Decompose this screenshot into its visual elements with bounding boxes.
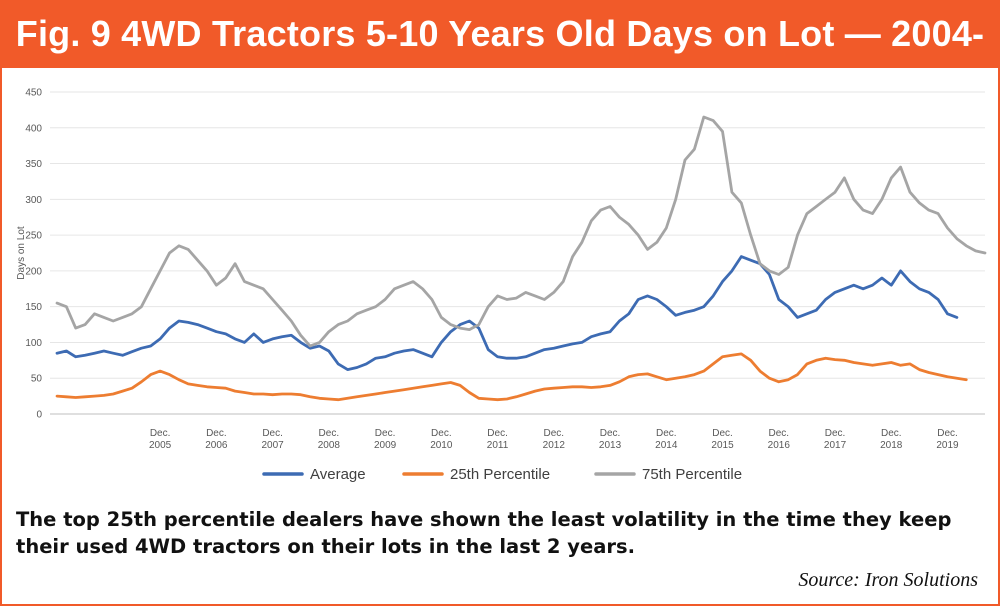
y-tick-label: 250 <box>25 231 42 242</box>
series-line-average <box>55 255 959 372</box>
x-tick-label-year: 2015 <box>711 440 734 451</box>
x-tick-label-month: Dec. <box>206 428 227 439</box>
x-tick-label-month: Dec. <box>319 428 340 439</box>
x-tick-label-month: Dec. <box>825 428 846 439</box>
source-credit: Source: Iron Solutions <box>798 569 978 591</box>
y-tick-label: 350 <box>25 159 42 170</box>
x-tick-label-year: 2017 <box>824 440 847 451</box>
figure-header: Fig. 9 4WD Tractors 5-10 Years Old Days … <box>0 0 1000 122</box>
x-tick-label-year: 2018 <box>880 440 903 451</box>
x-tick-label-year: 2005 <box>149 440 172 451</box>
y-tick-label: 100 <box>25 338 42 349</box>
x-tick-label-year: 2010 <box>430 440 453 451</box>
y-tick-label: 0 <box>36 410 42 421</box>
series-line-25th-percentile <box>55 352 968 402</box>
x-tick-label-month: Dec. <box>544 428 565 439</box>
legend-label: Average <box>310 466 366 483</box>
x-tick-label-year: 2014 <box>655 440 678 451</box>
x-tick-label-year: 2012 <box>543 440 566 451</box>
x-tick-label-month: Dec. <box>375 428 396 439</box>
x-tick-label-month: Dec. <box>768 428 789 439</box>
figure-title: Fig. 9 4WD Tractors 5-10 Years Old Days … <box>15 13 985 122</box>
x-tick-label-month: Dec. <box>150 428 171 439</box>
x-tick-label-month: Dec. <box>262 428 283 439</box>
x-tick-label-month: Dec. <box>487 428 508 439</box>
series-line-75th-percentile <box>55 115 987 348</box>
x-tick-label-month: Dec. <box>600 428 621 439</box>
legend-label: 75th Percentile <box>642 466 742 483</box>
y-tick-label: 200 <box>25 266 42 277</box>
x-tick-label-month: Dec. <box>937 428 958 439</box>
y-tick-label: 450 <box>25 88 42 99</box>
x-tick-label-year: 2013 <box>599 440 622 451</box>
x-tick-label-year: 2006 <box>205 440 228 451</box>
y-axis-label: Days on Lot <box>16 226 27 280</box>
x-tick-label-year: 2019 <box>936 440 959 451</box>
figure-caption: The top 25th percentile dealers have sho… <box>16 508 952 558</box>
y-tick-label: 400 <box>25 123 42 134</box>
x-tick-label-year: 2011 <box>487 440 509 451</box>
y-tick-label: 150 <box>25 302 42 313</box>
x-tick-label-year: 2009 <box>374 440 397 451</box>
x-tick-label-year: 2008 <box>318 440 341 451</box>
legend-label: 25th Percentile <box>450 466 550 483</box>
x-tick-label-month: Dec. <box>431 428 452 439</box>
x-tick-label-year: 2007 <box>261 440 284 451</box>
x-tick-label-month: Dec. <box>656 428 677 439</box>
y-tick-label: 300 <box>25 195 42 206</box>
x-tick-label-month: Dec. <box>881 428 902 439</box>
x-tick-label-year: 2016 <box>768 440 791 451</box>
line-chart: 0 50 100 150 200 250 300 350 400 450 Days on Lot De… <box>16 88 987 483</box>
x-tick-label-month: Dec. <box>712 428 733 439</box>
y-tick-label: 50 <box>31 374 43 385</box>
